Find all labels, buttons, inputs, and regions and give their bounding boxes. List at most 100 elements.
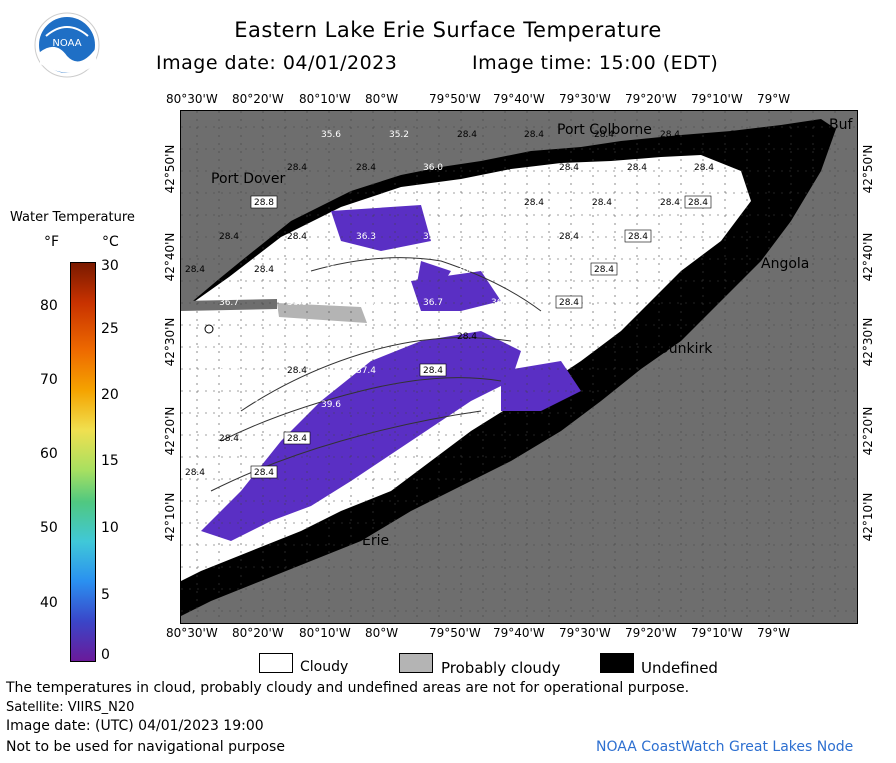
legend-probably-cloudy: Probably cloudy — [441, 659, 561, 677]
lat-label: 42°10'N — [861, 492, 875, 542]
colorbar-title: Water Temperature — [10, 210, 135, 225]
temp-label: 28.4 — [559, 163, 579, 173]
temp-label: 28.4 — [594, 130, 614, 140]
svg-text:36.7: 36.7 — [389, 332, 409, 342]
svg-text:36.3: 36.3 — [356, 232, 376, 242]
temp-label: 28.4 — [219, 434, 239, 444]
temp-label: 28.4 — [559, 232, 579, 242]
probably-cloudy-area — [277, 303, 367, 323]
svg-text:28.4: 28.4 — [287, 163, 307, 173]
f-tick: 40 — [40, 595, 58, 611]
image-time: Image time: 15:00 (EDT) — [472, 52, 719, 74]
svg-text:39.6: 39.6 — [321, 400, 341, 410]
label-erie: Erie — [362, 533, 390, 549]
lon-label: 80°10'W — [299, 626, 351, 640]
svg-text:36.0: 36.0 — [219, 366, 239, 376]
temp-label: 36.0 — [287, 298, 307, 308]
lat-label: 42°20'N — [861, 406, 875, 456]
f-tick: 50 — [40, 520, 58, 536]
temp-label: 28.4 — [254, 265, 274, 275]
city-markers — [204, 120, 824, 534]
legend-undefined: Undefined — [641, 659, 718, 677]
temperature-labels: 35.6 35.2 28.4 28.4 28.4 28.4 28.4 28.4 28.4 36.0… — [185, 130, 750, 479]
svg-text:33.1: 33.1 — [388, 198, 408, 208]
disclaimer: The temperatures in cloud, probably clou… — [6, 680, 690, 696]
temp-label: 28.4 — [730, 130, 750, 140]
temp-label: 28.4 — [624, 229, 652, 243]
island-marker — [204, 324, 214, 334]
legend-cloudy: Cloudy — [300, 659, 349, 675]
svg-text:28.4: 28.4 — [628, 232, 648, 242]
temp-label: 28.4 — [287, 366, 307, 376]
dunkirk-marker — [629, 340, 635, 346]
svg-text:28.4: 28.4 — [219, 434, 239, 444]
svg-text:36.3: 36.3 — [457, 198, 477, 208]
temp-label: 28.4 — [694, 163, 714, 173]
buffalo-marker — [818, 120, 824, 126]
temp-label: 28.4 — [590, 262, 618, 276]
c-tick: 30 — [101, 258, 119, 274]
temp-label: 36.0 — [491, 232, 511, 242]
svg-text:34.0: 34.0 — [254, 400, 274, 410]
lon-label: 79°50'W — [429, 626, 481, 640]
temp-label: 28.4 — [491, 163, 511, 173]
lon-label: 79°20'W — [625, 626, 677, 640]
temp-label: 28.8 — [250, 195, 278, 209]
svg-text:36.3: 36.3 — [491, 298, 511, 308]
graticule — [181, 111, 857, 623]
logo-text: NOAA — [52, 38, 81, 49]
temp-label: 36.0 — [254, 332, 274, 342]
svg-text:28.4: 28.4 — [254, 265, 274, 275]
image-date: Image date: 04/01/2023 — [156, 52, 398, 74]
svg-text:28.4: 28.4 — [627, 163, 647, 173]
node-link[interactable]: NOAA CoastWatch Great Lakes Node — [596, 739, 854, 755]
temp-label: 28.4 — [185, 468, 205, 478]
svg-text:28.4: 28.4 — [524, 198, 544, 208]
svg-text:35.6: 35.6 — [423, 232, 443, 242]
lat-label: 42°40'N — [861, 232, 875, 282]
f-tick: 60 — [40, 446, 58, 462]
svg-text:28.4: 28.4 — [592, 198, 612, 208]
unit-c: °C — [102, 234, 119, 250]
temp-label: 28.4 — [660, 130, 680, 140]
svg-text:28.4: 28.4 — [730, 130, 750, 140]
svg-text:28.4: 28.4 — [660, 130, 680, 140]
angola-marker — [755, 242, 761, 248]
lat-label: 42°10'N — [163, 492, 177, 542]
unit-f: °F — [44, 234, 60, 250]
svg-text:36.0: 36.0 — [491, 232, 511, 242]
lon-label: 79°40'W — [493, 626, 545, 640]
temp-label: 36.7 — [219, 298, 239, 308]
label-buffalo: Buf — [829, 117, 853, 133]
temp-label: 36.7 — [356, 298, 376, 308]
f-tick: 80 — [40, 298, 58, 314]
svg-text:28.4: 28.4 — [594, 265, 614, 275]
c-tick: 0 — [101, 647, 110, 663]
temp-label: 28.4 — [592, 198, 612, 208]
svg-text:36.7: 36.7 — [356, 298, 376, 308]
lon-label: 79°10'W — [691, 626, 743, 640]
svg-text:28.4: 28.4 — [491, 163, 511, 173]
svg-text:28.4: 28.4 — [524, 130, 544, 140]
svg-text:35.2: 35.2 — [389, 130, 409, 140]
lon-label: 79°20'W — [625, 92, 677, 106]
lake-map: 35.6 35.2 28.4 28.4 28.4 28.4 28.4 28.4 28.4 36.0… — [180, 110, 858, 624]
svg-text:36.3: 36.3 — [321, 332, 341, 342]
lat-label: 42°50'N — [861, 144, 875, 194]
temp-label: 36.7 — [423, 298, 443, 308]
label-port-dover: Port Dover — [211, 171, 286, 187]
temp-label: 34.3 — [185, 332, 205, 342]
satellite: Satellite: VIIRS_N20 — [6, 700, 135, 715]
svg-text:36.3: 36.3 — [185, 400, 205, 410]
svg-text:28.4: 28.4 — [559, 298, 579, 308]
lon-label: 79°30'W — [559, 92, 611, 106]
svg-text:28.4: 28.4 — [287, 232, 307, 242]
lat-label: 42°20'N — [163, 406, 177, 456]
svg-text:28.4: 28.4 — [423, 366, 443, 376]
svg-text:28.4: 28.4 — [254, 468, 274, 478]
temp-label: 28.4 — [660, 198, 680, 208]
label-angola: Angola — [761, 256, 810, 272]
legend-undefined-swatch — [600, 653, 634, 673]
svg-text:28.4: 28.4 — [457, 130, 477, 140]
lon-label: 80°W — [365, 626, 399, 640]
